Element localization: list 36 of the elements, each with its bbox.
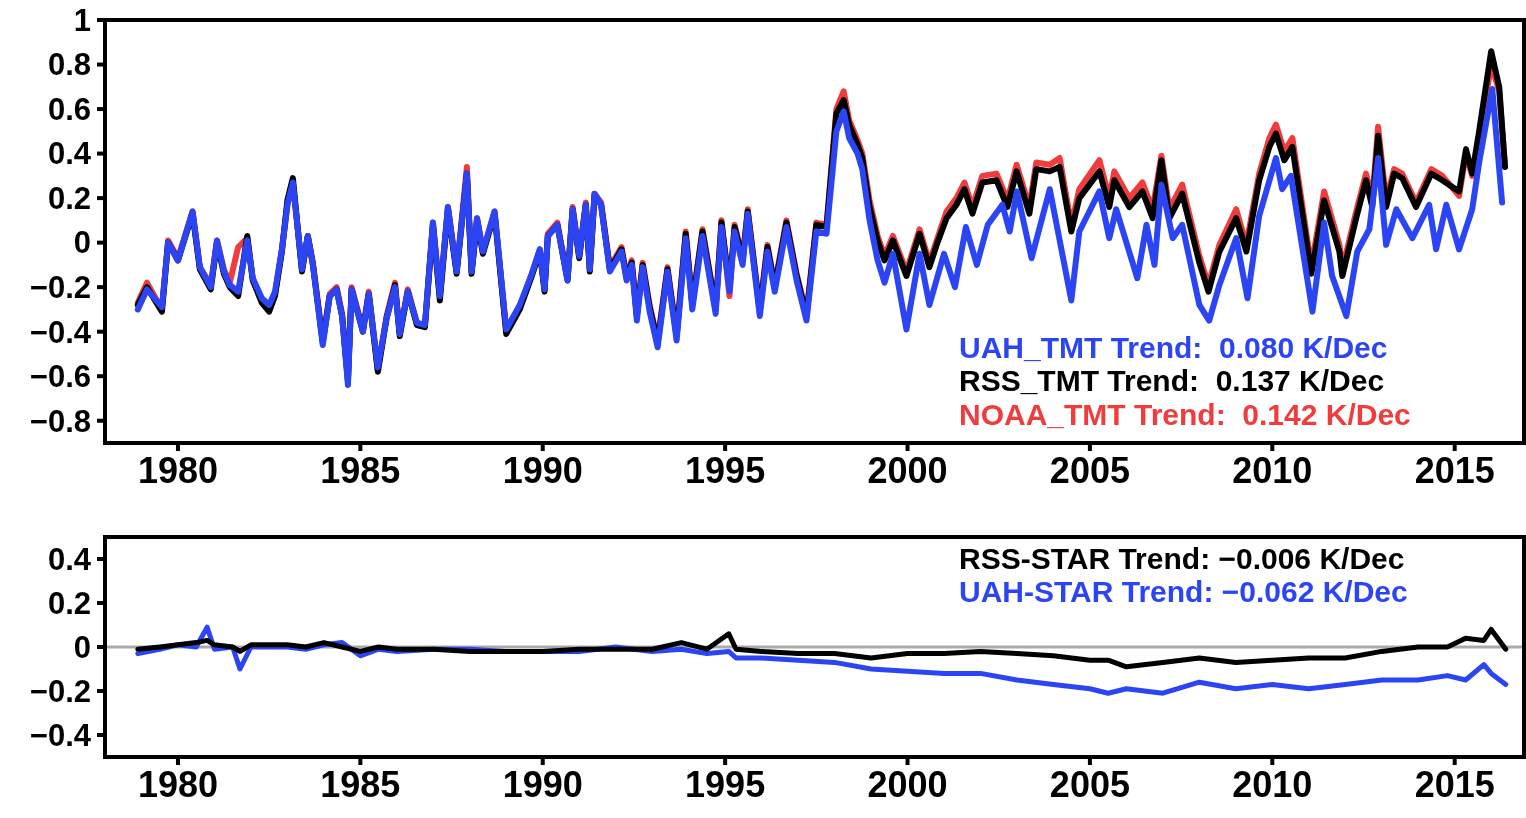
y-tick-label: −0.6 xyxy=(29,359,91,395)
x-tick-label: 2005 xyxy=(1049,450,1130,491)
x-tick-label: 1985 xyxy=(320,764,401,805)
x-tick-label: 2010 xyxy=(1232,764,1313,805)
y-tick-label: 0.4 xyxy=(47,541,92,577)
y-tick-label: −0.4 xyxy=(29,717,92,753)
text: RSS-STAR Trend: −0.006 K/Dec xyxy=(959,541,1405,575)
x-tick-label: 1980 xyxy=(137,764,218,805)
x-tick-label: 2000 xyxy=(867,764,948,805)
x-tick-label: 2015 xyxy=(1414,764,1495,805)
x-tick-label: 2000 xyxy=(867,450,948,491)
y-tick-label: 0.8 xyxy=(47,47,91,83)
y-tick-label: 0 xyxy=(73,225,91,261)
y-tick-label: −0.2 xyxy=(29,673,91,709)
y-tick-label: −0.8 xyxy=(29,403,91,439)
x-tick-label: 1990 xyxy=(502,450,583,491)
x-tick-label: 1995 xyxy=(685,450,766,491)
text: RSS_TMT Trend: 0.137 K/Dec xyxy=(959,364,1385,398)
y-tick-label: −0.2 xyxy=(29,270,91,306)
x-tick-label: 1985 xyxy=(320,450,401,491)
x-tick-label: 1995 xyxy=(685,764,766,805)
x-tick-label: 1980 xyxy=(137,450,218,491)
y-tick-label: 0.2 xyxy=(47,180,91,216)
y-tick-label: 0.6 xyxy=(47,91,91,127)
text: NOAA_TMT Trend: 0.142 K/Dec xyxy=(959,398,1411,431)
x-tick-label: 1990 xyxy=(502,764,583,805)
y-tick-label: −0.4 xyxy=(29,314,92,350)
y-tick-label: 1 xyxy=(73,2,91,38)
y-tick-label: 0.2 xyxy=(47,585,91,621)
x-tick-label: 2015 xyxy=(1414,450,1495,491)
x-tick-label: 2005 xyxy=(1049,764,1130,805)
text: UAH-STAR Trend: −0.062 K/Dec xyxy=(959,575,1408,609)
x-tick-label: 2010 xyxy=(1232,450,1313,491)
series-label: UAH_TMT Trend: 0.080 K/Dec xyxy=(959,330,1388,364)
y-tick-label: 0 xyxy=(73,629,91,665)
y-tick-label: 0.4 xyxy=(47,136,92,172)
